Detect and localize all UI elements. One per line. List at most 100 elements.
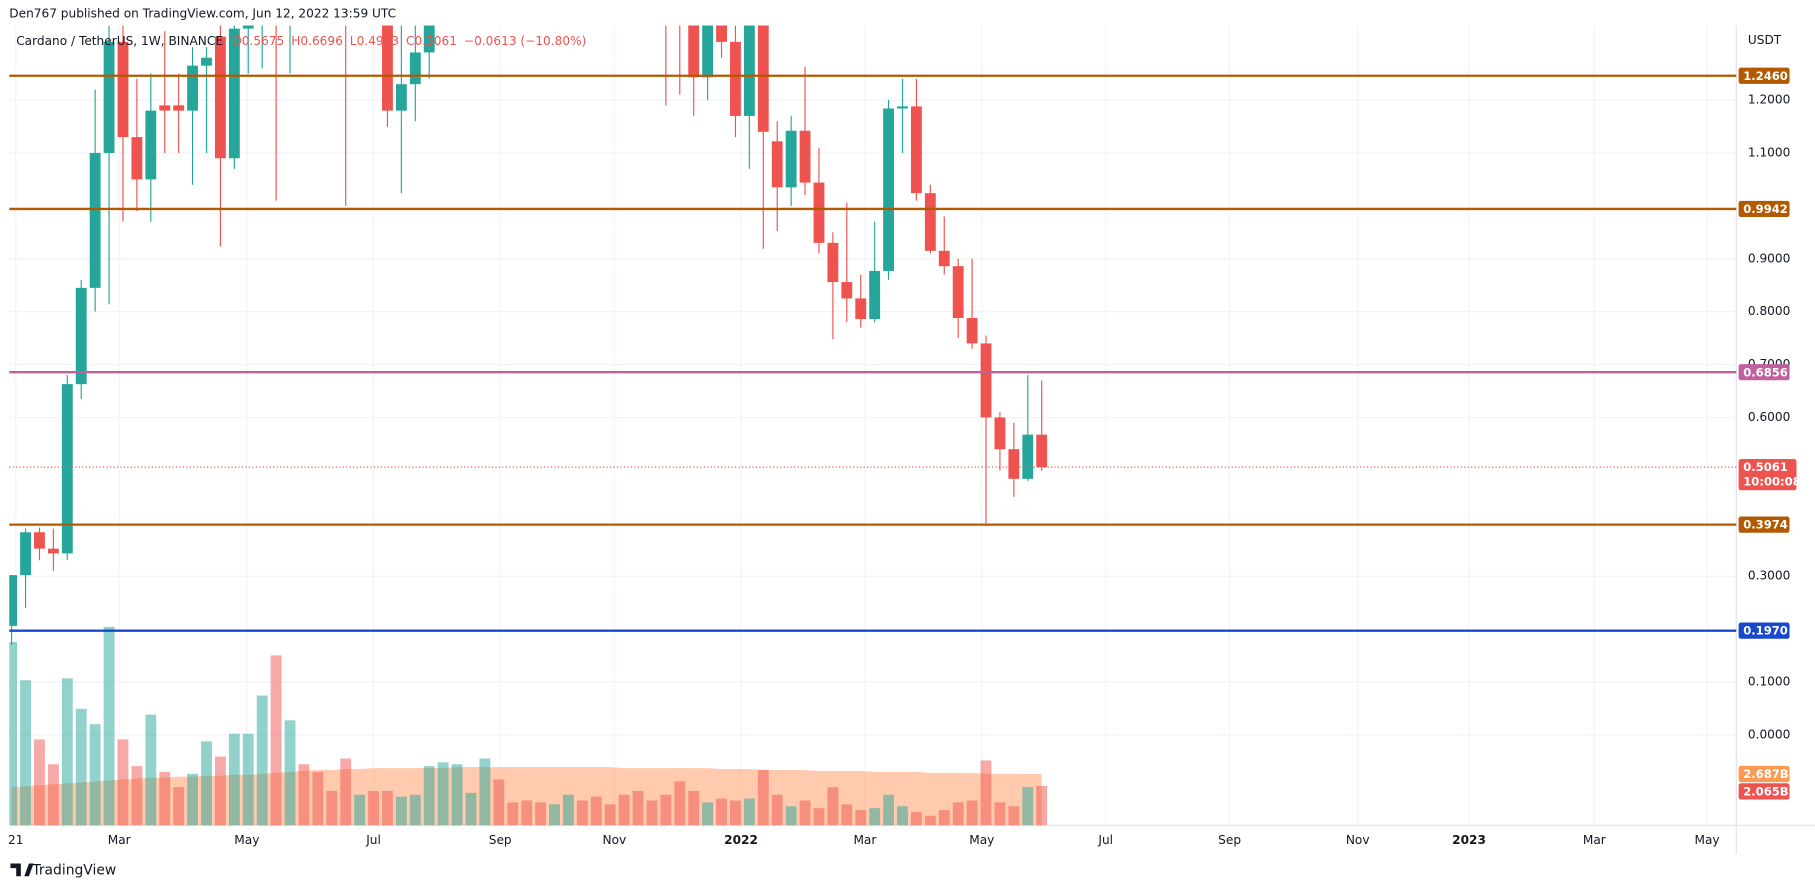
candle-body [910, 106, 922, 194]
candle-body [103, 41, 115, 153]
volume-bar [173, 787, 185, 826]
candle-body [159, 105, 171, 111]
volume-bar [409, 794, 421, 826]
candle-body [952, 266, 964, 319]
y-tick-label: 0.9000 [1748, 251, 1790, 265]
x-tick-label: Jul [1097, 833, 1113, 847]
volume-bar [187, 773, 199, 826]
x-tick-label: May [234, 833, 259, 847]
volume-badge [1738, 783, 1790, 800]
volume-ma-badge [1738, 765, 1790, 783]
candle-body [34, 532, 45, 549]
volume-bar [493, 779, 505, 826]
y-tick-label: 1.2000 [1748, 93, 1790, 107]
candle-body [173, 105, 185, 111]
volume-bar [813, 808, 825, 826]
level-label: 0.1970 [1743, 624, 1788, 638]
candle-body [897, 106, 908, 109]
x-tick-label: May [969, 833, 994, 847]
last-price-badge [1738, 459, 1797, 491]
candle-body [201, 57, 212, 66]
y-tick-label: 0.6000 [1748, 410, 1790, 424]
x-tick-label: Mar [108, 833, 131, 847]
volume-pane [9, 626, 1048, 826]
x-tick-label: 2023 [1452, 833, 1486, 847]
volume-bar [771, 794, 783, 826]
volume-bar [131, 766, 143, 826]
candle-body [730, 41, 741, 116]
volume-bar [590, 796, 602, 826]
volume-bar [34, 739, 45, 826]
candle-body [47, 548, 59, 554]
volume-bar [660, 794, 672, 826]
volume-bar [924, 815, 936, 826]
candle-body [9, 575, 18, 626]
legend-value: L0.4993 [350, 34, 399, 48]
candle-body [855, 298, 867, 320]
level-badge [1738, 364, 1790, 381]
legend[interactable]: Cardano / TetherUS, 1W, BINANCE O0.5675 H0… [16, 34, 586, 48]
candle-body [716, 25, 727, 42]
candle-body [813, 182, 825, 243]
candle-body [1008, 449, 1020, 479]
candle-body [869, 270, 881, 320]
volume-bar [256, 695, 268, 826]
candle-body [827, 242, 839, 283]
candle-body [409, 52, 421, 85]
candle-body [799, 130, 811, 183]
candle-body [75, 287, 87, 385]
volume-bar [855, 810, 867, 826]
y-tick-label: 1.1000 [1748, 145, 1790, 159]
volume-bar [89, 724, 101, 826]
volume-bar [61, 678, 73, 826]
candle-body [242, 25, 254, 29]
volume-bar [980, 760, 992, 826]
published-note: Den767 published on TradingView.com, Jun… [9, 6, 396, 20]
volume-bar [382, 790, 393, 826]
candle-body [994, 417, 1006, 450]
volume-bar [479, 758, 491, 826]
volume-bar [312, 771, 324, 826]
volume-bar [799, 800, 811, 826]
candle-body [20, 532, 31, 576]
volume-bar [604, 804, 616, 826]
candle-body [938, 250, 950, 267]
volume-bar [730, 800, 741, 826]
volume-bar [395, 796, 407, 826]
volume-bar [1008, 806, 1020, 826]
countdown: 10:00:08 [1743, 475, 1801, 489]
volume-bar [883, 794, 895, 826]
volume-bar [75, 708, 87, 826]
volume-bar [910, 811, 922, 826]
legend-value: H0.6696 [291, 34, 343, 48]
volume-bar [465, 792, 477, 826]
candle-body [89, 152, 101, 288]
tradingview-logo[interactable]: TradingView [10, 862, 116, 878]
volume-bar [576, 800, 588, 826]
volume-bar [437, 762, 449, 826]
level-label: 0.6856 [1743, 365, 1788, 379]
candle-body [395, 84, 407, 111]
volume-bar [1022, 787, 1034, 826]
y-tick-label: 0.0000 [1748, 727, 1790, 741]
volume-bar [952, 802, 964, 826]
candle-body [966, 318, 978, 344]
candle-body [117, 41, 129, 138]
x-tick-label: May [1695, 833, 1720, 847]
grid: 1.20001.10000.90000.80000.70000.60000.30… [8, 25, 1790, 847]
level-badge [1738, 516, 1790, 533]
candle-body [382, 25, 393, 111]
volume-bar [521, 800, 533, 826]
volume-bar [702, 802, 714, 826]
candle-body [1022, 434, 1034, 479]
x-tick-label: Mar [1583, 833, 1606, 847]
candle-body [145, 110, 157, 180]
x-tick-label: 21 [8, 833, 23, 847]
candle-body [757, 25, 769, 132]
candle-body [214, 36, 226, 159]
logo-text: TradingView [31, 862, 116, 878]
volume-bar [827, 787, 839, 826]
volume-bar [757, 769, 769, 826]
overlays: 1.2460 0.9942 0.6856 0.3974 0.1970 0.506110:0… [9, 67, 1801, 800]
